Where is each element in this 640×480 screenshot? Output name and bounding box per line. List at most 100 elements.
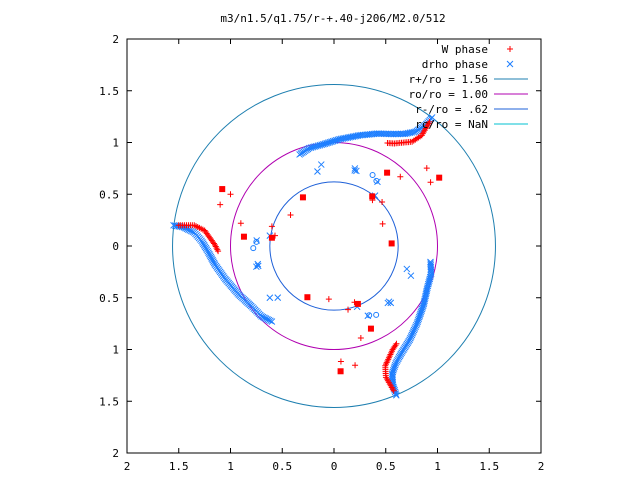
ticks: 2 1.5 1 0.5 0 0.5 1 1.5 221.510.500.511.52 xyxy=(99,33,544,473)
chart-title: m3/n1.5/q1.75/r-+.40-j206/M2.0/512 xyxy=(220,12,445,25)
drho-point xyxy=(427,258,434,266)
y-tick-label: 0.5 xyxy=(99,292,119,305)
x-tick-label: 2 xyxy=(124,460,131,473)
drho-point xyxy=(412,323,419,331)
w-point xyxy=(215,248,222,255)
plot-area: 2 1.5 1 0.5 0 0.5 1 1.5 221.510.500.511.52 xyxy=(99,33,544,473)
w-point xyxy=(272,232,279,239)
drho-point xyxy=(374,178,381,186)
w-point xyxy=(227,191,234,198)
w-point xyxy=(357,335,364,342)
drho-point xyxy=(427,260,434,268)
w-point xyxy=(393,340,400,347)
drho-point xyxy=(253,238,260,245)
w-point xyxy=(392,342,399,349)
legend-marker-w-phase xyxy=(507,46,513,52)
w-point xyxy=(219,186,226,193)
x-tick-label: 1.5 xyxy=(169,460,189,473)
x-tick-label: 0 xyxy=(331,460,338,473)
w-point xyxy=(423,165,430,172)
reference-circles xyxy=(172,84,496,408)
drho-point xyxy=(408,331,416,339)
drho-point xyxy=(407,334,414,342)
w-phase-series xyxy=(175,118,443,394)
w-point xyxy=(299,194,306,201)
drho-point xyxy=(274,294,282,301)
w-point xyxy=(268,234,275,241)
w-point xyxy=(337,358,344,365)
drho-point xyxy=(411,325,419,332)
drho-point xyxy=(351,165,359,172)
drho-point xyxy=(385,298,393,306)
drho-point xyxy=(373,311,380,318)
w-point xyxy=(379,220,386,227)
drho-phase-series xyxy=(170,114,436,399)
w-point xyxy=(337,368,344,375)
drho-point xyxy=(268,318,276,325)
drho-point xyxy=(364,312,372,320)
drho-point xyxy=(409,329,416,337)
y-tick-label: 1.5 xyxy=(99,85,119,98)
w-point xyxy=(369,193,376,200)
drho-point xyxy=(369,172,376,179)
y-tick-label: 1 xyxy=(112,344,119,357)
drho-point xyxy=(403,265,411,273)
legend-label: W phase xyxy=(442,43,488,56)
w-point xyxy=(325,296,332,303)
drho-point xyxy=(406,336,414,344)
plot-frame xyxy=(126,38,542,454)
w-point xyxy=(427,179,434,186)
w-point xyxy=(436,174,443,181)
drho-point xyxy=(317,161,325,168)
w-point xyxy=(217,201,224,208)
drho-point xyxy=(254,262,262,270)
y-tick-label: 0.5 xyxy=(99,188,119,201)
drho-point xyxy=(351,167,359,174)
w-point xyxy=(210,240,217,247)
legend-marker-drho-phase xyxy=(506,60,514,68)
w-point xyxy=(237,220,244,227)
y-tick-label: 2 xyxy=(112,447,119,460)
w-point xyxy=(268,223,275,230)
drho-point xyxy=(267,317,274,325)
y-tick-label: 1 xyxy=(112,137,119,150)
y-tick-label: 0 xyxy=(112,240,119,253)
legend-label: r-/ro = .62 xyxy=(415,103,488,116)
drho-point xyxy=(296,151,303,158)
w-point xyxy=(345,306,352,313)
x-tick-label: 1.5 xyxy=(479,460,499,473)
w-point xyxy=(384,140,391,147)
legend-label: r+/ro = 1.56 xyxy=(409,73,488,86)
x-tick-label: 2 xyxy=(538,460,545,473)
drho-point xyxy=(250,245,257,252)
drho-point xyxy=(410,326,418,334)
w-point xyxy=(352,362,359,369)
drho-point xyxy=(407,333,415,340)
reference-circle xyxy=(172,84,496,408)
legend-label: ro/ro = 1.00 xyxy=(409,88,488,101)
reference-circle xyxy=(269,181,399,311)
w-point xyxy=(304,294,311,301)
drho-point xyxy=(266,294,274,302)
legend-label: drho phase xyxy=(422,58,488,71)
drho-point xyxy=(254,260,262,268)
drho-point xyxy=(409,328,417,336)
w-point xyxy=(351,299,358,306)
x-tick-label: 0.5 xyxy=(376,460,396,473)
drho-point xyxy=(407,272,415,280)
drho-point xyxy=(253,237,261,244)
legend: W phase drho phase r+/ro = 1.56 ro/ro = 1.0… xyxy=(409,43,528,131)
x-tick-label: 1 xyxy=(227,460,234,473)
y-tick-label: 1.5 xyxy=(99,395,119,408)
w-point xyxy=(369,197,376,204)
w-point xyxy=(367,325,374,332)
y-tick-label: 2 xyxy=(112,33,119,46)
drho-point xyxy=(314,168,321,175)
drho-point xyxy=(373,177,380,184)
w-point xyxy=(397,173,404,180)
w-point xyxy=(388,240,395,247)
w-point xyxy=(379,199,386,206)
w-point xyxy=(240,233,247,240)
w-point xyxy=(384,169,391,176)
